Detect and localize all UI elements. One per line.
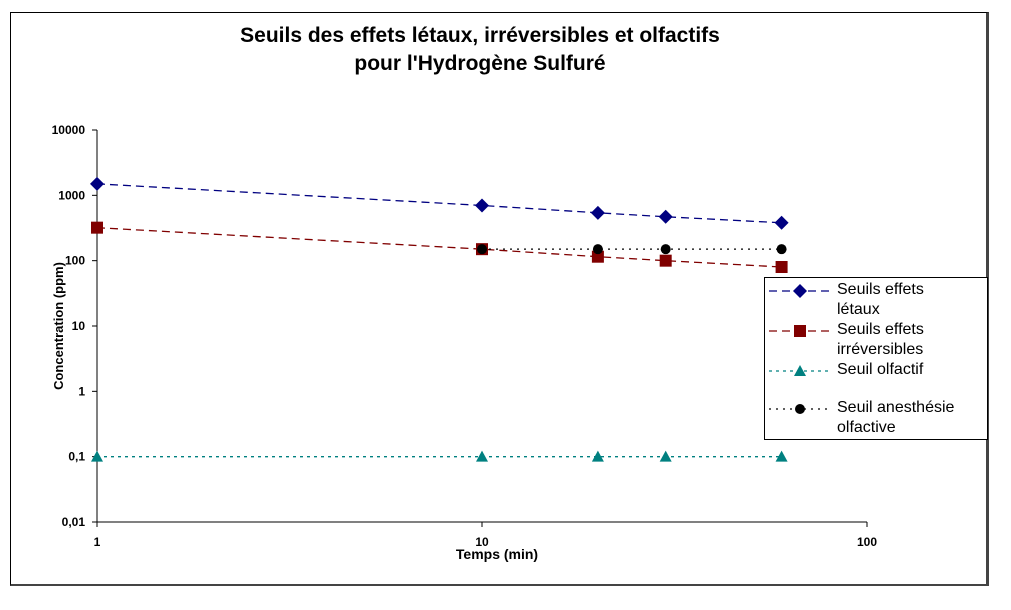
legend-symbol [769,404,831,414]
legend-label: Seuil olfactif [837,360,987,380]
data-point-square [659,254,672,267]
legend: Seuils effets létaux Seuils effets irrévers… [764,277,988,440]
data-point-triangle [476,450,488,462]
data-point-diamond [475,198,489,213]
legend-label-line: Seuil anesthésie [837,399,955,416]
legend-symbol [769,365,831,376]
legend-symbol [769,284,831,298]
data-point-square [91,221,103,234]
data-point-square [775,260,788,273]
data-point-diamond [774,215,789,230]
data-point-circle [660,244,671,255]
x-axis-label: Temps (min) [456,546,538,562]
y-tick-label: 1000 [58,188,85,202]
chart-title-line-2: pour l'Hydrogène Sulfuré [354,52,606,75]
data-point-circle [776,244,787,255]
series-line [96,227,782,268]
legend-marker-diamond [793,284,807,298]
y-tick-label: 10000 [52,123,86,137]
series-circle [477,244,787,255]
legend-label-line: Seuil olfactif [837,361,924,378]
x-tick-label: 10 [475,535,489,549]
data-point-diamond [90,176,104,191]
data-point-triangle [91,450,103,462]
y-tick-label: 1 [78,384,85,398]
data-point-circle [477,244,487,255]
legend-marker-circle [795,404,805,414]
legend-label-line: olfactive [837,419,896,436]
legend-label: Seuil anesthésie olfactive [837,398,987,438]
series-diamond [90,176,789,230]
data-point-triangle [659,450,672,462]
series-square [91,221,788,273]
legend-label-line: Seuils effets [837,321,924,338]
legend-label: Seuils effets létaux [837,280,987,320]
data-point-diamond [658,209,673,224]
y-axis-label: Concentration (ppm) [51,262,66,390]
legend-label-line: irréversibles [837,341,924,358]
series-line [96,183,782,224]
data-point-triangle [591,450,604,462]
data-point-square [591,250,604,263]
data-point-circle [592,244,603,255]
x-tick-label: 1 [94,535,101,549]
legend-marker-square [794,325,806,337]
legend-label: Seuils effets irréversibles [837,320,987,360]
legend-label-line: létaux [837,301,880,318]
legend-symbol [769,325,831,337]
chart-title-line-1: Seuils des effets létaux, irréversibles … [240,24,720,47]
data-point-triangle [775,450,788,462]
y-tick-label: 10 [72,319,86,333]
x-tick-label: 100 [857,535,877,549]
legend-marker-triangle [794,365,806,376]
legend-label-line: Seuils effets [837,281,924,298]
y-tick-label: 0,1 [68,450,85,464]
data-point-diamond [590,205,605,220]
series-triangle [91,450,788,462]
y-tick-label: 0,01 [62,515,86,529]
y-tick-label: 100 [65,254,85,268]
